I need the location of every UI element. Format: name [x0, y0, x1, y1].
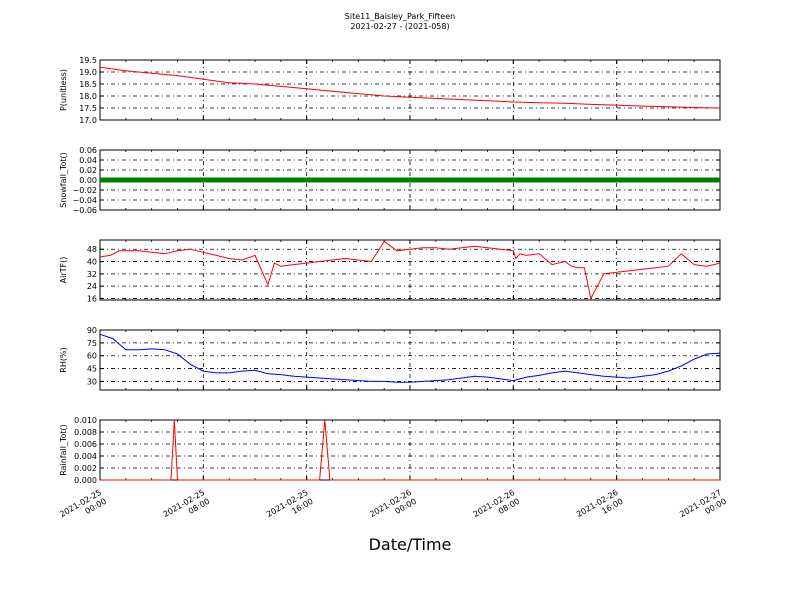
panel-1-ytick-label: 17.5 [79, 104, 97, 113]
panel-4-ytick-label: 90 [87, 326, 97, 335]
panel-5-ytick-label: 0.004 [74, 452, 97, 461]
x-axis-label: Date/Time [369, 535, 452, 554]
panel-1-ytick-label: 19.0 [79, 68, 97, 77]
panel-1-ytick-label: 18.5 [79, 80, 97, 89]
panel-3-ytick-label: 16 [87, 294, 97, 303]
panel-5-ytick-label: 0.002 [74, 464, 97, 473]
panel-5-ylabel: Rainfall_Tot() [59, 424, 68, 476]
panel-2-ylabel: Snowfall_Tot() [59, 152, 68, 208]
panel-5-ytick-label: 0.008 [74, 428, 97, 437]
x-tick-label: 2021-02-2508:00 [162, 488, 212, 528]
panel-2-ytick-label: 0.02 [79, 166, 97, 175]
panel-3-ytick-label: 24 [87, 282, 97, 291]
panel-1-series-line [99, 66, 721, 109]
panel-1-ylabel: P(unitless) [59, 69, 68, 111]
x-tick-label: 2021-02-2608:00 [472, 488, 522, 528]
panel-5-series-line [100, 419, 720, 481]
panel-4-ylabel: RH(%) [59, 347, 68, 372]
x-tick-label: 2021-02-2700:00 [678, 488, 728, 528]
panel-4-ytick-label: 45 [87, 365, 97, 374]
panel-1-ytick-label: 17.0 [79, 116, 97, 125]
panel-4-series-line [99, 333, 721, 383]
panel-2-ytick-label: −0.02 [72, 186, 97, 195]
panel-2-ytick-label: 0.04 [79, 156, 97, 165]
panel-3-series-line [99, 240, 721, 300]
x-tick-label: 2021-02-2616:00 [575, 488, 625, 528]
panel-2-ytick-label: −0.04 [72, 196, 97, 205]
panel-3-ytick-label: 32 [87, 270, 97, 279]
panel-5-ytick-label: 0.006 [74, 440, 97, 449]
x-tick-label: 2021-02-2500:00 [58, 488, 108, 528]
panel-2-ytick-label: 0.00 [79, 176, 97, 185]
panel-3-ytick-label: 48 [87, 245, 97, 254]
chart-subtitle: 2021-02-27 - (2021-058) [350, 22, 449, 31]
panel-4-ytick-label: 75 [87, 339, 97, 348]
panel-3-ytick-label: 40 [87, 258, 97, 267]
panel-3-ylabel: AirTF() [59, 257, 68, 284]
chart-title: Site11_Baisley_Park_Fifteen [345, 12, 455, 21]
x-tick-label: 2021-02-2516:00 [265, 488, 315, 528]
panel-2-ytick-label: 0.06 [79, 146, 97, 155]
panel-2-ytick-label: −0.06 [72, 206, 97, 215]
x-tick-label: 2021-02-2600:00 [368, 488, 418, 528]
panel-4-ytick-label: 30 [87, 377, 97, 386]
panel-1-ytick-label: 19.5 [79, 56, 97, 65]
panel-4-ytick-label: 60 [87, 352, 97, 361]
panel-5-ytick-label: 0.010 [74, 416, 97, 425]
panel-5-ytick-label: 0.000 [74, 476, 97, 485]
panel-1-ytick-label: 18.0 [79, 92, 97, 101]
